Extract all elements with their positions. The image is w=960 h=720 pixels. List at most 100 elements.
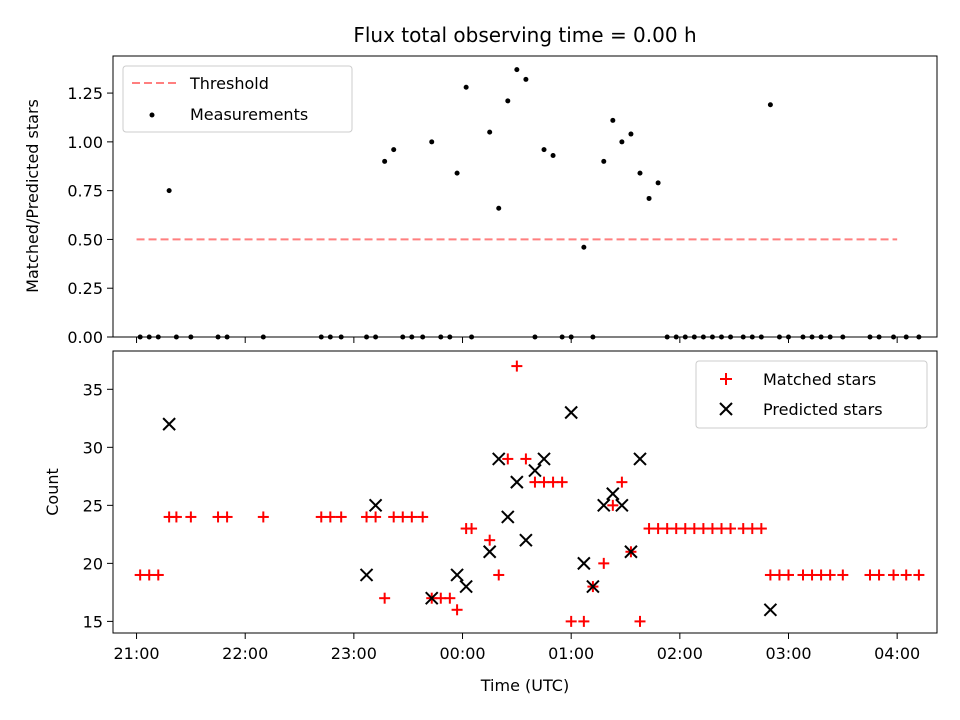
matched-star-point — [493, 569, 505, 581]
matched-star-point — [565, 615, 577, 627]
measurement-point — [628, 131, 634, 137]
measurement-point — [505, 98, 511, 104]
predicted-star-point — [359, 568, 374, 582]
matched-star-point — [324, 511, 336, 523]
predicted-star-point — [162, 417, 176, 431]
measurement-point — [637, 170, 643, 176]
predicted-star-point — [615, 498, 629, 513]
measurement-point — [514, 67, 520, 73]
measurement-point — [487, 129, 493, 135]
matched-star-point — [824, 569, 836, 581]
predicted-star-point — [624, 545, 638, 559]
measurement-point — [391, 147, 397, 153]
predicted-star-point — [586, 579, 600, 594]
matched-star-point — [634, 615, 646, 627]
measurement-point — [610, 117, 616, 123]
predicted-star-point — [459, 579, 473, 594]
bottom-x-axis-label: Time (UTC) — [480, 676, 569, 695]
matched-star-point — [755, 523, 767, 535]
y-tick-label: 0.75 — [67, 182, 103, 201]
bottom-panel-marks: 21:00 22:00 23:00 00:00 01:00 02:00 03:00 04:00… — [83, 360, 925, 663]
legend-threshold-label: Threshold — [189, 74, 269, 93]
matched-star-point — [221, 511, 233, 523]
matched-star-point — [913, 569, 925, 581]
top-panel: Flux total observing time = 0.00 h 0.00 0… — [23, 23, 938, 347]
matched-star-point — [502, 453, 514, 465]
matched-star-point — [900, 569, 912, 581]
measurement-point — [463, 84, 469, 90]
matched-star-point — [451, 604, 463, 616]
measurement-point — [166, 188, 172, 194]
y-tick-label: 25 — [83, 496, 103, 515]
predicted-star-point — [368, 498, 383, 513]
matched-star-point — [725, 523, 737, 535]
x-tick-label: 04:00 — [874, 644, 920, 663]
y-tick-label: 1.25 — [67, 84, 103, 103]
bottom-y-axis-label: Count — [43, 468, 62, 516]
measurement-point — [541, 147, 547, 153]
predicted-star-point — [633, 452, 647, 466]
matched-star-point — [370, 511, 382, 523]
matched-star-point — [152, 569, 164, 581]
legend-predicted-swatch — [719, 402, 733, 416]
matched-star-point — [888, 569, 900, 581]
measurement-point — [619, 139, 625, 145]
matched-star-point — [379, 592, 391, 604]
legend-matched-swatch — [720, 373, 732, 385]
measurement-point — [646, 195, 652, 201]
measurement-point — [581, 244, 587, 250]
matched-star-point — [257, 511, 269, 523]
predicted-star-point — [606, 487, 620, 501]
matched-star-point — [837, 569, 849, 581]
top-legend-box — [122, 65, 353, 133]
matched-star-point — [873, 569, 885, 581]
predicted-star-point — [450, 568, 464, 582]
matched-star-point — [185, 511, 197, 523]
matched-star-point — [511, 360, 523, 372]
matched-star-point — [782, 569, 794, 581]
legend-matched-label: Matched stars — [763, 370, 876, 389]
x-tick-label: 00:00 — [439, 644, 485, 663]
matched-star-point — [444, 592, 456, 604]
bottom-panel-frame — [112, 350, 938, 634]
matched-star-point — [578, 615, 590, 627]
top-panel-frame — [112, 55, 938, 338]
predicted-star-point — [537, 452, 551, 466]
chart-title: Flux total observing time = 0.00 h — [353, 23, 696, 47]
y-tick-label: 0.25 — [67, 279, 103, 298]
measurement-point — [382, 158, 388, 164]
x-tick-label: 21:00 — [113, 644, 159, 663]
predicted-star-point — [492, 452, 506, 466]
bottom-panel: 21:00 22:00 23:00 00:00 01:00 02:00 03:00 04:00… — [43, 350, 938, 695]
y-tick-label: 0.00 — [67, 328, 103, 347]
matched-star-point — [335, 511, 347, 523]
legend-measurements-swatch — [149, 112, 155, 118]
predicted-star-point — [425, 591, 439, 605]
y-tick-label: 20 — [83, 554, 103, 573]
top-legend: Threshold Measurements — [122, 65, 353, 133]
top-y-axis-label: Matched/Predicted stars — [23, 99, 42, 293]
legend-predicted-label: Predicted stars — [763, 400, 883, 419]
measurement-point — [550, 153, 556, 159]
x-tick-label: 03:00 — [765, 644, 811, 663]
matched-star-point — [466, 523, 478, 535]
y-tick-label: 0.50 — [67, 230, 103, 249]
matched-star-point — [598, 557, 610, 569]
predicted-star-point — [528, 463, 542, 478]
matched-star-point — [406, 511, 418, 523]
predicted-star-point — [519, 533, 533, 547]
x-tick-label: 23:00 — [331, 644, 377, 663]
predicted-star-point — [482, 545, 497, 559]
x-tick-label: 02:00 — [657, 644, 703, 663]
y-tick-label: 1.00 — [67, 133, 103, 152]
matched-star-point — [556, 476, 568, 488]
matched-star-point — [607, 499, 619, 511]
measurement-point — [429, 139, 435, 145]
x-tick-label: 01:00 — [548, 644, 594, 663]
y-tick-label: 15 — [83, 612, 103, 631]
predicted-star-point — [510, 475, 524, 489]
y-tick-label: 30 — [83, 438, 103, 457]
matched-star-point — [484, 534, 496, 546]
matched-star-point — [520, 453, 532, 465]
